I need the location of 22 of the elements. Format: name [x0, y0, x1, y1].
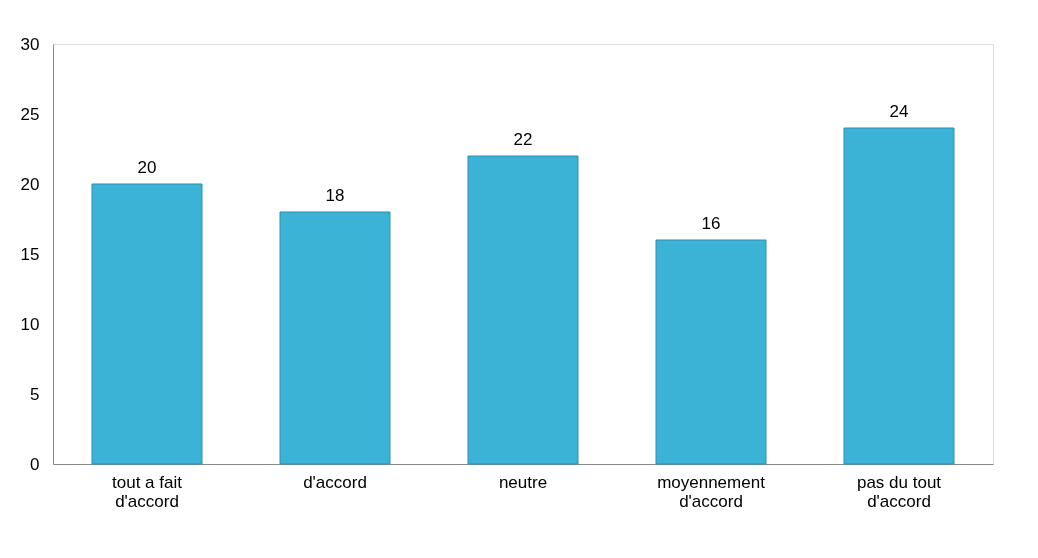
- bar: [279, 211, 391, 465]
- y-tick-label: 0: [30, 454, 40, 474]
- data-label: 20: [137, 158, 157, 177]
- y-tick-label: 25: [20, 104, 40, 124]
- y-tick-label: 5: [30, 384, 40, 404]
- x-tick-label: pas du tout d'accord: [856, 472, 942, 511]
- y-tick-label: 10: [20, 314, 40, 334]
- x-tick-label: tout a fait d'accord: [112, 472, 183, 511]
- y-tick-label: 30: [20, 34, 40, 54]
- data-label: 22: [513, 130, 533, 149]
- data-label: 24: [889, 102, 909, 121]
- bar: [843, 127, 955, 465]
- x-tick-label: d'accord: [303, 472, 367, 492]
- x-tick-label: moyennement d'accord: [657, 472, 766, 511]
- data-label: 18: [325, 186, 345, 205]
- bar: [655, 239, 767, 465]
- bar: [467, 155, 579, 465]
- x-tick-label: neutre: [498, 472, 548, 492]
- y-tick-label: 20: [20, 174, 40, 194]
- y-tick-label: 15: [20, 244, 40, 264]
- data-label: 16: [701, 214, 721, 233]
- bar: [91, 183, 203, 465]
